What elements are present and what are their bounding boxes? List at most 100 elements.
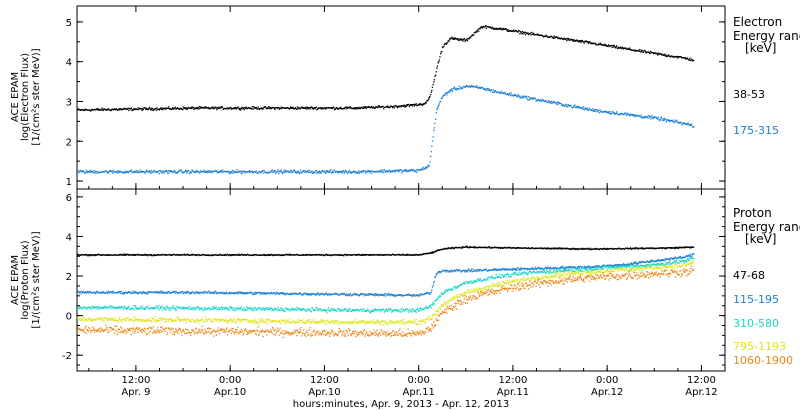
data-point — [316, 171, 319, 174]
data-point — [418, 307, 420, 310]
data-point — [172, 291, 174, 293]
data-point — [156, 291, 158, 293]
data-point — [490, 276, 492, 278]
data-point — [87, 255, 89, 257]
data-point — [568, 37, 570, 40]
data-point — [276, 171, 278, 173]
data-point — [365, 293, 367, 295]
data-point — [444, 247, 446, 250]
data-point — [368, 293, 370, 295]
data-point — [416, 169, 419, 171]
data-point — [404, 254, 406, 256]
data-point — [191, 307, 193, 309]
data-point — [174, 309, 176, 311]
data-point — [689, 253, 692, 256]
data-point — [233, 292, 235, 294]
data-point — [363, 253, 365, 256]
data-point — [446, 290, 449, 292]
data-point — [265, 308, 267, 311]
data-point — [196, 254, 199, 256]
data-point — [673, 122, 675, 124]
data-point — [640, 247, 642, 250]
data-point — [549, 269, 552, 272]
data-point — [594, 248, 597, 251]
data-point — [120, 108, 122, 110]
data-point — [300, 106, 302, 108]
data-point — [272, 254, 274, 257]
data-point — [366, 170, 368, 173]
data-point — [376, 293, 378, 295]
data-point — [513, 94, 515, 96]
data-point — [579, 270, 581, 272]
data-point — [183, 254, 185, 256]
data-point — [328, 294, 330, 296]
data-point — [565, 38, 567, 40]
data-point — [199, 107, 201, 109]
data-point — [657, 259, 659, 261]
data-point — [654, 116, 656, 119]
data-point — [525, 268, 527, 270]
data-point — [198, 171, 200, 173]
data-point — [638, 50, 640, 52]
data-point — [340, 294, 342, 296]
data-point — [331, 309, 334, 311]
data-point — [230, 306, 232, 309]
data-point — [291, 293, 294, 295]
data-point — [508, 275, 510, 277]
data-point — [288, 253, 290, 256]
data-point — [98, 171, 100, 174]
data-point — [241, 293, 244, 295]
data-point — [160, 171, 162, 173]
data-point — [491, 89, 493, 91]
data-point — [116, 171, 118, 173]
data-point — [443, 248, 445, 250]
data-point — [456, 269, 459, 271]
data-point — [586, 266, 588, 268]
data-point — [90, 171, 92, 173]
data-point — [231, 254, 234, 256]
data-point — [496, 268, 498, 270]
data-point — [551, 35, 553, 37]
data-point — [438, 270, 440, 273]
data-point — [428, 292, 430, 294]
data-point — [281, 293, 283, 295]
data-point — [646, 116, 648, 118]
data-point — [233, 292, 236, 295]
data-point — [545, 267, 547, 269]
data-point — [503, 92, 505, 94]
data-point — [148, 170, 151, 172]
data-point — [566, 269, 568, 271]
data-point — [416, 307, 419, 309]
data-point — [144, 107, 146, 109]
data-point — [363, 293, 365, 295]
data-point — [429, 293, 431, 295]
data-point — [417, 295, 419, 297]
data-point — [687, 122, 689, 124]
data-point — [566, 105, 568, 107]
data-point — [168, 170, 171, 172]
data-point — [383, 108, 385, 110]
data-point — [191, 291, 194, 293]
data-point — [644, 264, 647, 266]
data-point — [609, 247, 611, 250]
data-point — [573, 39, 575, 41]
data-point — [484, 269, 487, 271]
data-point — [93, 306, 95, 308]
data-point — [318, 310, 320, 312]
data-point — [513, 268, 515, 270]
data-point — [443, 292, 445, 294]
data-point — [403, 105, 405, 107]
data-point — [235, 106, 237, 109]
data-point — [112, 291, 114, 293]
data-point — [239, 307, 241, 309]
data-point — [125, 253, 127, 255]
data-point — [441, 248, 444, 250]
data-point — [403, 170, 405, 172]
data-point — [268, 106, 270, 108]
data-point — [228, 292, 231, 294]
data-point — [264, 292, 266, 295]
data-point — [98, 308, 100, 310]
data-point — [440, 53, 442, 55]
data-point — [146, 254, 148, 256]
data-point — [300, 309, 302, 311]
